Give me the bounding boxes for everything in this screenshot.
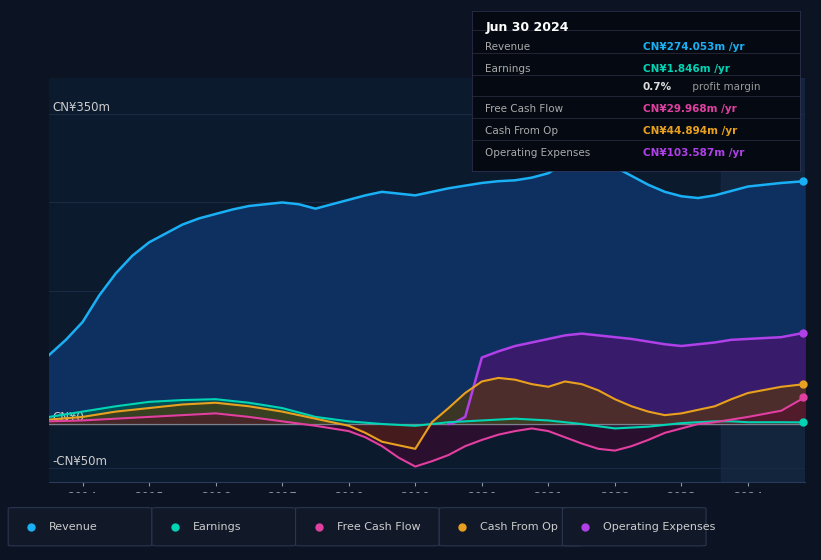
Text: CN¥29.968m /yr: CN¥29.968m /yr: [643, 104, 736, 114]
Text: Free Cash Flow: Free Cash Flow: [337, 522, 420, 532]
Text: Earnings: Earnings: [193, 522, 241, 532]
Text: CN¥103.587m /yr: CN¥103.587m /yr: [643, 148, 744, 158]
Text: Revenue: Revenue: [485, 41, 530, 52]
FancyBboxPatch shape: [152, 507, 296, 546]
Bar: [722, 78, 805, 482]
FancyBboxPatch shape: [562, 507, 706, 546]
Text: 0.7%: 0.7%: [643, 82, 672, 92]
Text: Earnings: Earnings: [485, 64, 530, 74]
Text: Jun 30 2024: Jun 30 2024: [485, 21, 569, 34]
Text: Cash From Op: Cash From Op: [480, 522, 558, 532]
Text: Operating Expenses: Operating Expenses: [603, 522, 716, 532]
Text: Cash From Op: Cash From Op: [485, 126, 558, 136]
Text: CN¥274.053m /yr: CN¥274.053m /yr: [643, 41, 745, 52]
Text: -CN¥50m: -CN¥50m: [53, 455, 108, 468]
Text: CN¥350m: CN¥350m: [53, 101, 111, 114]
Text: Operating Expenses: Operating Expenses: [485, 148, 590, 158]
FancyBboxPatch shape: [439, 507, 583, 546]
Text: Revenue: Revenue: [49, 522, 98, 532]
FancyBboxPatch shape: [296, 507, 439, 546]
Text: CN¥0: CN¥0: [53, 411, 85, 424]
Text: CN¥1.846m /yr: CN¥1.846m /yr: [643, 64, 730, 74]
Text: Free Cash Flow: Free Cash Flow: [485, 104, 563, 114]
Text: CN¥44.894m /yr: CN¥44.894m /yr: [643, 126, 737, 136]
FancyBboxPatch shape: [8, 507, 152, 546]
Text: profit margin: profit margin: [689, 82, 760, 92]
